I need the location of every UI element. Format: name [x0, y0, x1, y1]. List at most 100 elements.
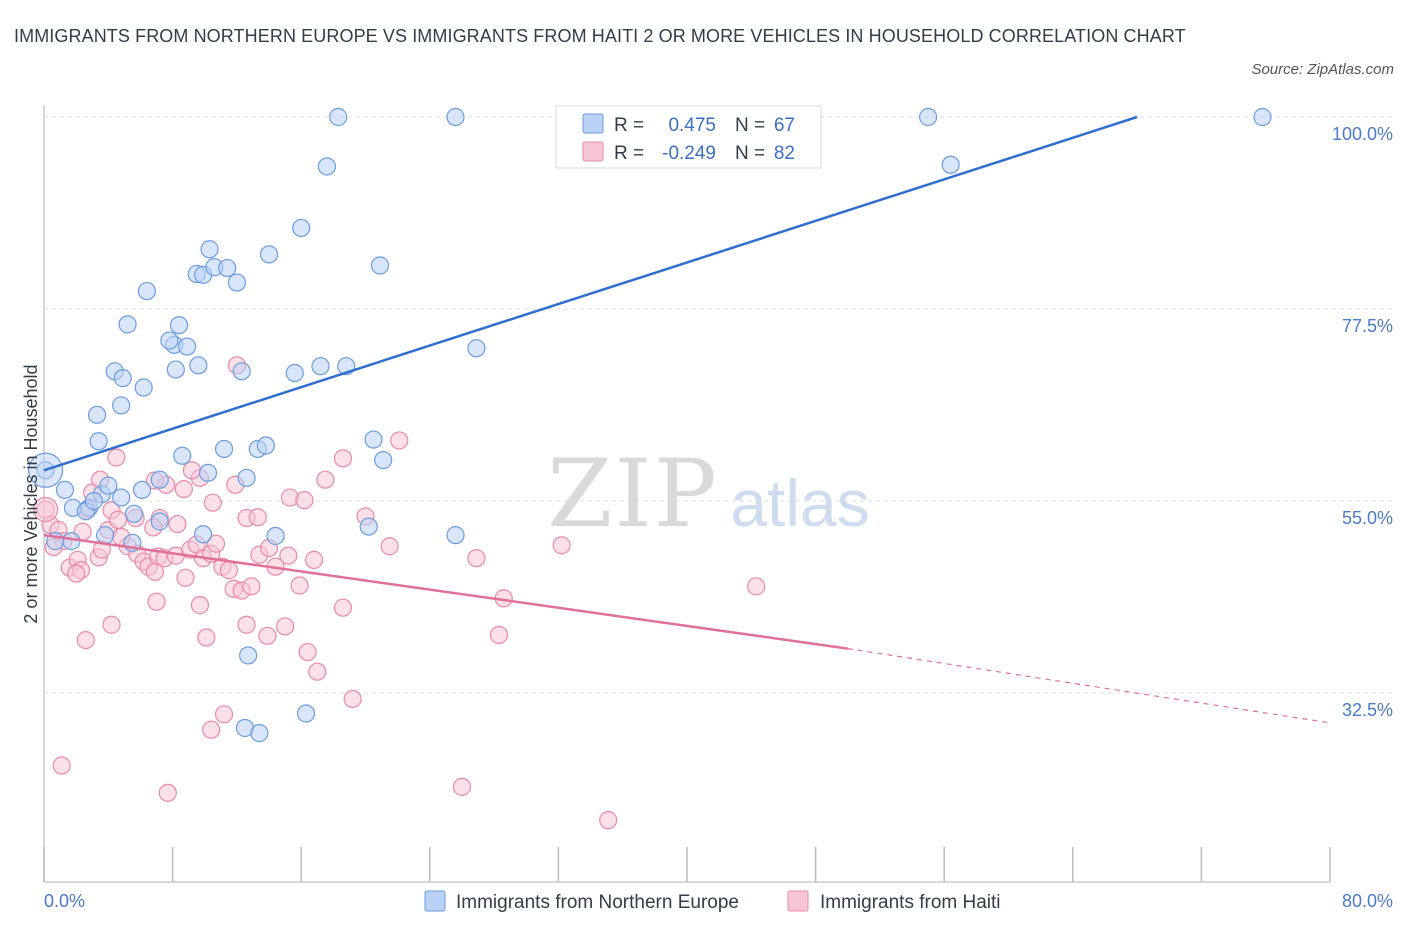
- northern-europe-point: [137, 281, 156, 301]
- northern-europe-point: [169, 316, 189, 335]
- northern-europe-point: [941, 155, 960, 174]
- haiti-point: [316, 470, 335, 489]
- haiti-points: [33, 356, 766, 830]
- northern-europe-point: [239, 646, 258, 665]
- haiti-point: [248, 508, 267, 527]
- haiti-point: [147, 592, 166, 611]
- haiti-point: [295, 491, 314, 510]
- northern-europe-point: [256, 436, 275, 455]
- northern-europe-point: [189, 356, 208, 375]
- legend-label-haiti: Immigrants from Haiti: [820, 892, 1001, 913]
- haiti-point: [380, 537, 399, 556]
- haiti-point: [599, 811, 618, 830]
- northern-europe-point: [150, 470, 169, 489]
- northern-europe-point: [250, 724, 269, 743]
- haiti-point: [182, 461, 201, 480]
- northern-europe-point: [317, 157, 337, 176]
- northern-europe-point: [62, 532, 81, 551]
- haiti-point: [108, 510, 128, 529]
- northern-europe-point: [329, 107, 348, 127]
- northern-europe-point: [118, 315, 137, 334]
- northern-europe-point: [364, 430, 383, 449]
- haiti-point: [206, 534, 226, 553]
- haiti-point-large: [33, 496, 59, 523]
- haiti-point: [219, 561, 238, 580]
- stats-n-value-blue: 67: [774, 115, 795, 136]
- northern-europe-point: [194, 525, 213, 544]
- northern-europe-point: [296, 704, 316, 723]
- watermark-atlas: atlas: [730, 466, 869, 540]
- northern-europe-point: [1253, 107, 1272, 127]
- northern-europe-point: [311, 357, 330, 376]
- northern-europe-point: [232, 362, 251, 381]
- y-tick-label: 55.0%: [1342, 508, 1393, 528]
- haiti-point: [190, 596, 210, 615]
- y-tick-label: 32.5%: [1342, 700, 1393, 720]
- haiti-point: [158, 783, 177, 802]
- haiti-point: [298, 642, 317, 662]
- northern-europe-point: [359, 517, 378, 536]
- stats-r-value-pink: -0.249: [662, 143, 716, 164]
- haiti-point: [202, 720, 221, 739]
- trend-line-northern-europe: [43, 115, 1138, 472]
- haiti-point: [67, 564, 86, 583]
- northern-europe-point: [55, 480, 74, 500]
- legend-swatch-northern-europe: [424, 890, 446, 912]
- stats-swatch-blue: [582, 113, 604, 134]
- northern-europe-point: [237, 468, 256, 488]
- haiti-point: [197, 628, 216, 647]
- stats-n-label-blue: N =: [735, 115, 765, 136]
- chart-title: IMMIGRANTS FROM NORTHERN EUROPE VS IMMIG…: [14, 26, 1186, 46]
- watermark-zip: ZIP: [547, 440, 719, 549]
- haiti-point: [343, 689, 362, 709]
- stats-r-label-blue: R =: [614, 115, 644, 136]
- haiti-point: [467, 549, 486, 568]
- northern-europe-point: [132, 480, 152, 500]
- northern-europe-point: [214, 439, 234, 459]
- northern-europe-point: [84, 491, 103, 511]
- haiti-point: [176, 568, 195, 587]
- haiti-point: [102, 615, 121, 634]
- northern-europe-point: [292, 218, 311, 238]
- haiti-point: [242, 577, 261, 596]
- source-note: Source: ZipAtlas.com: [1251, 61, 1394, 78]
- haiti-point: [76, 630, 95, 650]
- haiti-point: [203, 493, 222, 512]
- stats-n-label-pink: N =: [735, 143, 765, 164]
- northern-europe-point: [166, 360, 185, 379]
- northern-europe-point: [113, 369, 132, 388]
- haiti-point: [174, 479, 193, 499]
- northern-europe-point: [124, 504, 144, 523]
- haiti-point: [333, 598, 353, 617]
- stats-swatch-pink: [582, 141, 604, 162]
- northern-europe-point: [467, 339, 486, 358]
- haiti-point: [304, 550, 324, 569]
- haiti-point: [552, 536, 571, 555]
- northern-europe-point: [446, 107, 465, 127]
- northern-europe-point: [198, 463, 218, 482]
- northern-europe-point: [266, 526, 285, 546]
- haiti-point: [452, 777, 472, 796]
- legend: Immigrants from Northern Europe Immigran…: [424, 890, 1001, 913]
- northern-europe-point: [160, 331, 179, 350]
- haiti-point: [279, 546, 298, 565]
- northern-europe-point: [150, 512, 169, 531]
- northern-europe-point: [200, 240, 219, 259]
- haiti-point: [237, 615, 256, 634]
- haiti-point: [333, 449, 353, 468]
- northern-europe-point: [370, 256, 390, 275]
- northern-europe-point: [285, 363, 304, 383]
- haiti-point: [308, 662, 327, 681]
- trend-lines: [43, 115, 1331, 724]
- northern-europe-point: [95, 526, 115, 545]
- northern-europe-point: [227, 273, 246, 292]
- northern-europe-points: [28, 107, 1272, 743]
- northern-europe-point: [173, 446, 192, 465]
- stats-n-value-pink: 82: [774, 143, 795, 164]
- northern-europe-point: [446, 526, 465, 545]
- haiti-point: [489, 625, 509, 645]
- haiti-point: [168, 514, 187, 534]
- haiti-point: [107, 448, 126, 467]
- northern-europe-point: [218, 258, 237, 278]
